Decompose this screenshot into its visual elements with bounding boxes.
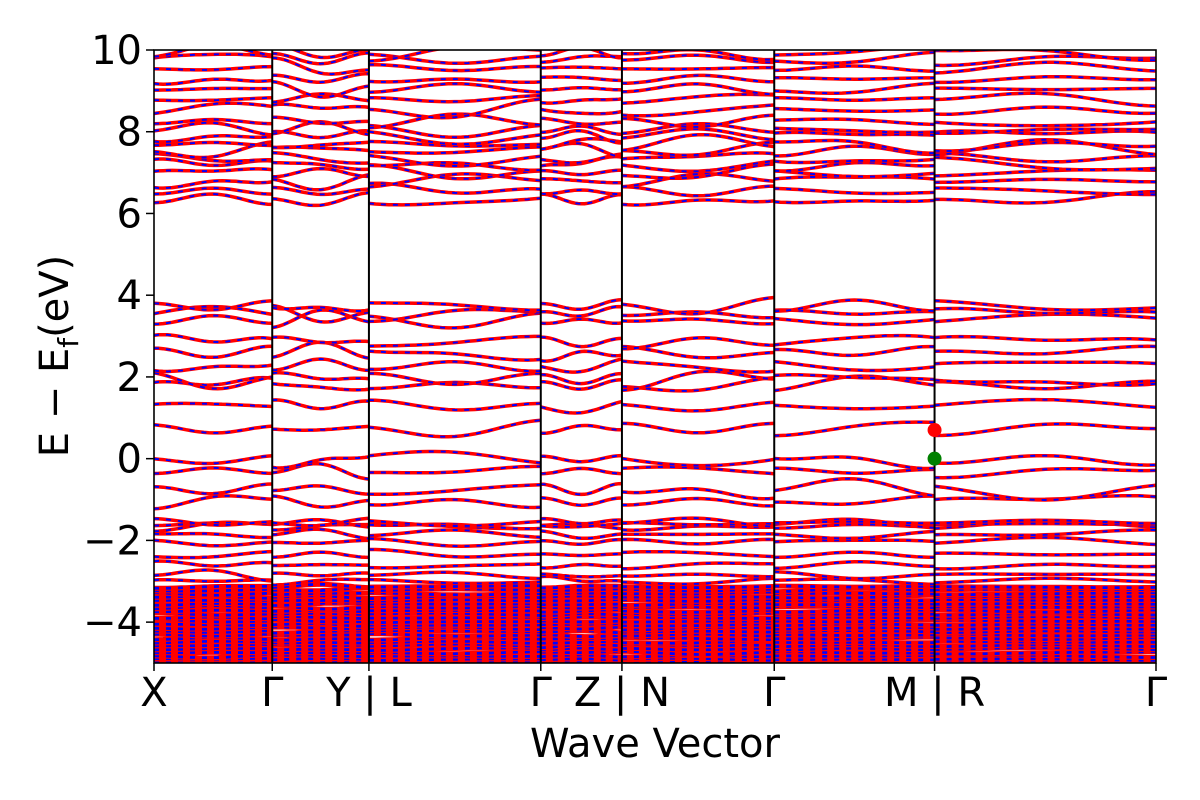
y-tick-label: 4: [117, 273, 142, 319]
band-line-dashed: [154, 50, 1156, 63]
band-line-dashed: [154, 590, 1156, 597]
band-line-dashed: [154, 560, 1156, 570]
band-line-dashed: [154, 649, 1156, 656]
band-line-dashed: [154, 419, 1156, 438]
band-line-dashed: [154, 182, 1156, 197]
band-line-dashed: [154, 309, 1156, 329]
x-tick-label: Γ: [763, 670, 786, 716]
band-line-dashed: [154, 583, 1156, 590]
x-axis-label: Wave Vector: [530, 721, 781, 767]
band-line-dashed: [154, 615, 1156, 621]
band-line: [154, 597, 1156, 604]
x-tick-label: Z | N: [574, 670, 670, 716]
y-axis-ticks: −4 −2 0 2 4 6 8 10: [83, 28, 154, 646]
band-line: [154, 600, 1156, 608]
x-tick-label: Γ: [261, 670, 284, 716]
band-line-dashed: [154, 632, 1156, 638]
band-line-dashed: [154, 618, 1156, 624]
band-line-dashed: [154, 163, 1156, 180]
band-line-dashed: [154, 517, 1156, 528]
y-tick-label: −2: [83, 518, 142, 564]
band-line-dashed: [154, 477, 1156, 501]
band-line-dashed: [154, 56, 1156, 76]
band-line-dashed: [154, 450, 1156, 470]
y-tick-label: 6: [117, 191, 142, 237]
band-line-dashed: [154, 604, 1156, 611]
band-line-dashed: [154, 113, 1156, 129]
band-line-dashed: [154, 370, 1156, 392]
band-line-dashed: [154, 72, 1156, 86]
band-line-dashed: [154, 358, 1156, 374]
band-line-dashed: [154, 296, 1156, 315]
band-line-dashed: [154, 172, 1156, 191]
plot-frame: [153, 49, 1157, 664]
band-line-dashed: [154, 398, 1156, 414]
high-symmetry-lines: [271, 50, 936, 663]
band-line-dashed: [154, 569, 1156, 582]
band-line: [154, 614, 1156, 622]
y-tick-label: 8: [117, 110, 142, 156]
band-line-dashed: [154, 575, 1156, 587]
band-lines: [154, 50, 1156, 587]
cbm-marker: [927, 423, 942, 438]
y-tick-label: 0: [117, 437, 142, 483]
band-line-dashed: [154, 92, 1156, 108]
band-line-dashed: [154, 51, 1156, 67]
band-line-dashed: [154, 528, 1156, 540]
band-line-dashed: [154, 656, 1156, 662]
band-line-dashed: [154, 611, 1156, 618]
band-line-dashed: [154, 536, 1156, 548]
band-line-dashed: [154, 190, 1156, 207]
band-line-dashed: [154, 375, 1156, 392]
band-line-dashed: [154, 98, 1156, 119]
band-line-dashed: [154, 133, 1156, 155]
y-axis-label: E − Ef(eV): [32, 255, 85, 458]
x-tick-label: M | R: [884, 670, 985, 716]
band-line: [154, 645, 1156, 654]
band-line-dashed: [154, 598, 1156, 603]
dense-valence-bands: [154, 581, 1156, 663]
x-tick-label: Γ: [530, 670, 553, 716]
x-axis-ticks: X Γ Y | L Γ Z | N Γ M | R Γ: [140, 663, 1168, 716]
band-line-dashed: [154, 462, 1156, 481]
band-line-dashed: [154, 494, 1156, 510]
band-line-dashed: [154, 333, 1156, 350]
x-tick-label: Γ: [1145, 670, 1168, 716]
y-tick-label: 2: [117, 355, 142, 401]
band-line-dashed: [154, 138, 1156, 159]
band-line-dashed: [154, 639, 1156, 645]
y-tick-label: −4: [83, 600, 142, 646]
vbm-marker: [927, 451, 942, 466]
band-line-dashed: [154, 646, 1156, 652]
x-tick-label: X: [140, 670, 167, 716]
band-line-dashed: [154, 80, 1156, 99]
band-edge-markers: [927, 423, 942, 466]
y-tick-label: 10: [91, 28, 142, 74]
band-line: [154, 617, 1156, 625]
band-line-dashed: [154, 127, 1156, 146]
band-line-dashed: [154, 548, 1156, 559]
x-tick-label: Y | L: [325, 670, 412, 716]
